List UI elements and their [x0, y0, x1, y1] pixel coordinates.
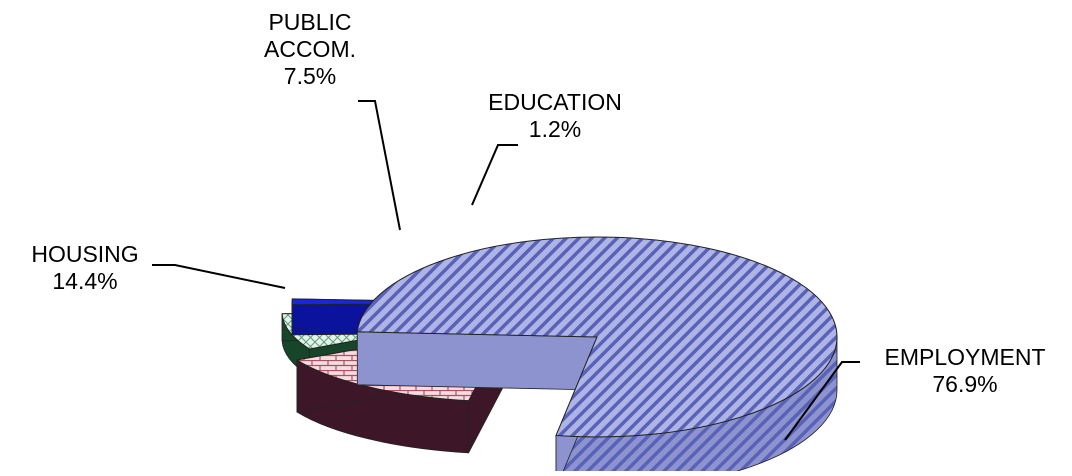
slice-value-public: 7.5%	[284, 63, 336, 89]
slice-value-employment: 76.9%	[932, 371, 997, 397]
slice-name-housing: HOUSING	[31, 241, 138, 267]
leader-line-housing	[152, 265, 285, 288]
slice-value-education: 1.2%	[529, 116, 581, 142]
pie-slice-employment-wall	[357, 332, 597, 390]
leader-line-education	[472, 145, 518, 205]
slice-name-public: PUBLIC	[268, 9, 351, 35]
leader-line-public	[358, 101, 400, 230]
slice-name-employment: EMPLOYMENT	[884, 344, 1045, 370]
slice-name-public: ACCOM.	[264, 36, 356, 62]
slice-name-education: EDUCATION	[488, 89, 622, 115]
slice-value-housing: 14.4%	[52, 268, 117, 294]
